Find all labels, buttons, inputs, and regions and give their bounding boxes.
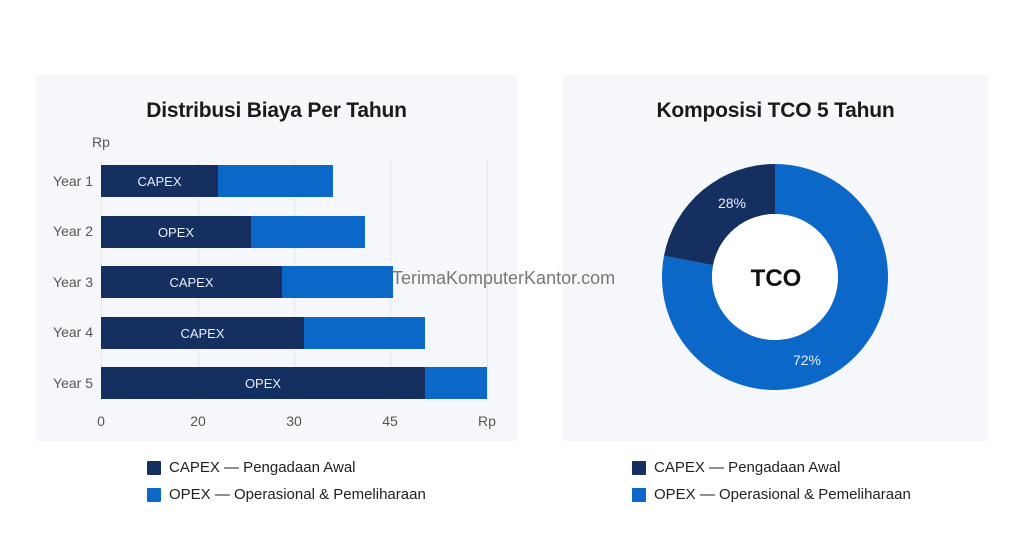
- donut-chart-title: Komposisi TCO 5 Tahun: [656, 99, 895, 122]
- donut-chart: [662, 164, 888, 390]
- y-label-year-1: Year 1: [53, 173, 93, 189]
- donut-slice-opex: [662, 164, 888, 390]
- bar-year-2: OPEX: [101, 216, 365, 248]
- legend-swatch-opex: [632, 487, 646, 502]
- x-tick: 45: [382, 413, 398, 429]
- bar-segment-opex: [425, 367, 487, 399]
- watermark: TerimaKomputerKantor.com: [392, 268, 616, 288]
- legend-item-opex: OPEX — Operasional & Pemeliharaan: [632, 481, 911, 508]
- legend-swatch-capex: [147, 460, 161, 475]
- bar-year-1: CAPEX: [101, 165, 333, 197]
- bar-chart-legend: CAPEX — Pengadaan Awal OPEX — Operasiona…: [147, 454, 426, 508]
- legend-label: OPEX — Operasional & Pemeliharaan: [169, 486, 426, 503]
- donut-center-label: TCO: [750, 265, 802, 292]
- legend-swatch-opex: [147, 487, 161, 502]
- donut-hole: [712, 214, 838, 340]
- donut-chart-legend: CAPEX — Pengadaan Awal OPEX — Operasiona…: [632, 454, 911, 508]
- bar-segment-capex: CAPEX: [101, 317, 304, 349]
- bar-segment-opex: [282, 266, 393, 298]
- bar-year-3: CAPEX: [101, 266, 393, 298]
- y-label-year-2: Year 2: [53, 223, 93, 239]
- y-axis-unit: Rp: [92, 134, 110, 150]
- bar-segment-opex: [251, 216, 365, 248]
- bar-segment-opex: [218, 165, 333, 197]
- donut-label-opex: 72%: [792, 352, 822, 368]
- y-label-year-3: Year 3: [53, 274, 93, 290]
- legend-item-opex: OPEX — Operasional & Pemeliharaan: [147, 481, 426, 508]
- gridline: [487, 160, 488, 400]
- donut-slice-capex: [664, 164, 775, 266]
- y-label-year-4: Year 4: [53, 324, 93, 340]
- bar-segment-capex: CAPEX: [101, 266, 282, 298]
- bar-segment-capex: OPEX: [101, 367, 425, 399]
- bar-year-5: OPEX: [101, 367, 487, 399]
- bar-segment-capex: OPEX: [101, 216, 251, 248]
- bar-chart-title: Distribusi Biaya Per Tahun: [146, 99, 407, 122]
- legend-swatch-capex: [632, 460, 646, 475]
- bar-segment-capex: CAPEX: [101, 165, 218, 197]
- y-label-year-5: Year 5: [53, 375, 93, 391]
- x-tick: 30: [286, 413, 302, 429]
- x-tick: Rp: [478, 413, 496, 429]
- bar-segment-opex: [304, 317, 425, 349]
- legend-label: OPEX — Operasional & Pemeliharaan: [654, 486, 911, 503]
- bar-year-4: CAPEX: [101, 317, 425, 349]
- donut-label-capex: 28%: [717, 195, 747, 211]
- x-tick: 20: [190, 413, 206, 429]
- legend-label: CAPEX — Pengadaan Awal: [169, 459, 356, 476]
- legend-item-capex: CAPEX — Pengadaan Awal: [147, 454, 426, 481]
- x-tick: 0: [97, 413, 105, 429]
- legend-label: CAPEX — Pengadaan Awal: [654, 459, 841, 476]
- legend-item-capex: CAPEX — Pengadaan Awal: [632, 454, 911, 481]
